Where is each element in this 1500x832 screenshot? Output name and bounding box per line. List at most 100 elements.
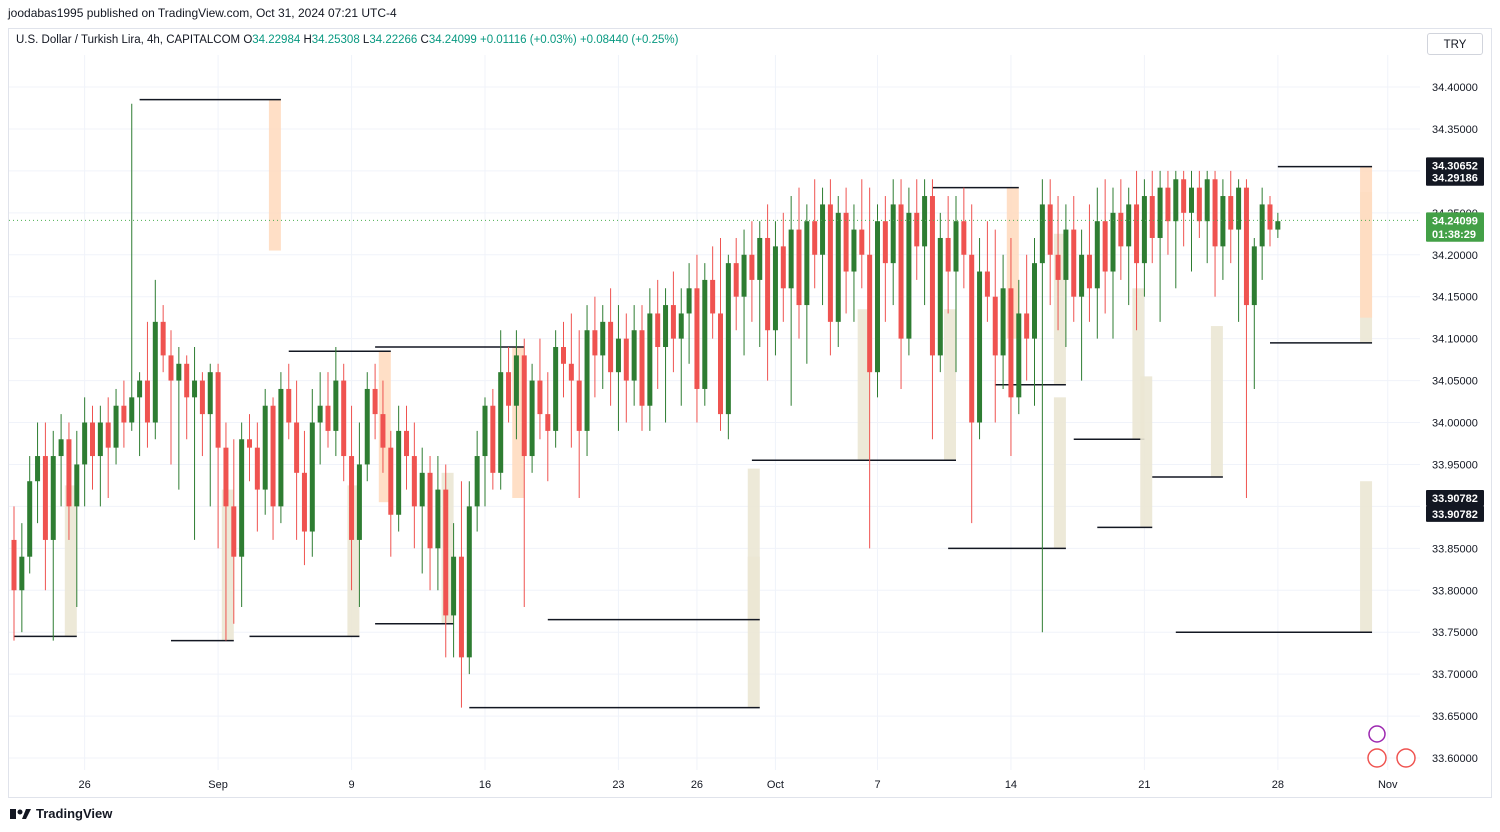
candle-down[interactable] — [458, 556, 464, 658]
candle-down[interactable] — [247, 439, 252, 448]
candle-down[interactable] — [545, 414, 551, 431]
candle-down[interactable] — [969, 254, 975, 423]
candle-down[interactable] — [1024, 313, 1030, 339]
candle-up[interactable] — [1204, 179, 1210, 222]
candle-down[interactable] — [765, 237, 771, 331]
candle-down[interactable] — [733, 263, 739, 297]
candle-down[interactable] — [592, 330, 598, 356]
candle-up[interactable] — [278, 388, 284, 507]
candle-up[interactable] — [1251, 246, 1257, 306]
candle-up[interactable] — [482, 405, 488, 457]
candle-down[interactable] — [1118, 212, 1124, 247]
candle-down[interactable] — [623, 338, 629, 381]
candle-down[interactable] — [670, 305, 676, 339]
candle-up[interactable] — [1259, 204, 1265, 247]
candle-down[interactable] — [42, 456, 48, 540]
candle-up[interactable] — [1079, 254, 1085, 297]
candle-up[interactable] — [58, 439, 64, 457]
candle-down[interactable] — [796, 229, 802, 306]
candle-up[interactable] — [309, 422, 315, 532]
candle-down[interactable] — [294, 422, 300, 473]
candle-down[interactable] — [184, 363, 190, 398]
candle-up[interactable] — [875, 221, 880, 373]
candle-up[interactable] — [356, 464, 362, 540]
candle-down[interactable] — [718, 313, 723, 415]
candle-down[interactable] — [105, 422, 111, 448]
candle-down[interactable] — [1165, 187, 1171, 222]
candle-down[interactable] — [882, 221, 888, 264]
candle-up[interactable] — [584, 330, 590, 431]
candle-up[interactable] — [74, 464, 80, 507]
candle-down[interactable] — [1149, 196, 1155, 238]
candle-up[interactable] — [757, 237, 763, 280]
candle-down[interactable] — [1181, 179, 1187, 213]
candle-down[interactable] — [301, 472, 307, 532]
candle-up[interactable] — [19, 556, 25, 591]
candle-down[interactable] — [1086, 254, 1092, 289]
candle-up[interactable] — [317, 405, 323, 423]
candle-up[interactable] — [113, 405, 119, 448]
candle-down[interactable] — [961, 221, 967, 255]
candle-down[interactable] — [945, 237, 951, 272]
candle-down[interactable] — [349, 456, 355, 540]
candle-down[interactable] — [1055, 254, 1061, 280]
candle-down[interactable] — [286, 388, 292, 423]
candle-up[interactable] — [396, 430, 402, 515]
candle-down[interactable] — [812, 221, 818, 255]
candle-down[interactable] — [1071, 229, 1077, 297]
candle-up[interactable] — [937, 237, 943, 356]
candle-up[interactable] — [364, 388, 370, 465]
candle-up[interactable] — [82, 422, 88, 465]
candle-up[interactable] — [647, 313, 653, 406]
candle-up[interactable] — [1141, 196, 1147, 264]
candle-up[interactable] — [788, 229, 794, 289]
candle-down[interactable] — [1267, 204, 1273, 230]
candle-down[interactable] — [372, 388, 378, 415]
candle-up[interactable] — [953, 221, 959, 272]
candle-up[interactable] — [741, 254, 747, 297]
candle-down[interactable] — [121, 405, 127, 423]
candle-up[interactable] — [1016, 313, 1022, 398]
candle-up[interactable] — [600, 321, 606, 356]
candle-up[interactable] — [176, 363, 182, 381]
candle-down[interactable] — [215, 372, 221, 448]
candle-down[interactable] — [1134, 204, 1140, 264]
candle-down[interactable] — [537, 380, 543, 415]
candle-down[interactable] — [404, 430, 409, 457]
candle-down[interactable] — [325, 405, 331, 431]
candle-down[interactable] — [914, 212, 920, 247]
candle-down[interactable] — [1008, 288, 1014, 398]
candle-up[interactable] — [1094, 221, 1100, 289]
candle-up[interactable] — [239, 439, 245, 557]
candle-down[interactable] — [710, 279, 716, 314]
candle-up[interactable] — [1220, 196, 1226, 247]
candle-up[interactable] — [474, 456, 480, 507]
candle-down[interactable] — [1212, 179, 1218, 247]
candle-down[interactable] — [231, 506, 237, 557]
candle-down[interactable] — [11, 539, 17, 591]
candle-up[interactable] — [678, 313, 684, 339]
candle-down[interactable] — [780, 246, 786, 289]
candle-down[interactable] — [427, 472, 433, 549]
candle-down[interactable] — [1228, 196, 1234, 230]
candle-down[interactable] — [160, 321, 166, 356]
candle-up[interactable] — [419, 472, 425, 507]
candle-up[interactable] — [262, 405, 268, 490]
candle-up[interactable] — [1189, 187, 1194, 213]
candle-down[interactable] — [66, 439, 72, 507]
candle-up[interactable] — [27, 481, 33, 557]
candle-up[interactable] — [1110, 212, 1116, 272]
candle-up[interactable] — [498, 372, 504, 473]
candle-down[interactable] — [929, 196, 935, 356]
candle-up[interactable] — [152, 321, 158, 423]
candle-down[interactable] — [1102, 221, 1108, 272]
candle-up[interactable] — [192, 380, 198, 398]
candle-up[interactable] — [466, 506, 472, 658]
candle-up[interactable] — [1236, 187, 1242, 230]
candle-up[interactable] — [129, 397, 135, 423]
candle-up[interactable] — [686, 288, 692, 314]
candle-down[interactable] — [1243, 187, 1249, 306]
candle-down[interactable] — [843, 212, 849, 272]
candle-down[interactable] — [90, 422, 95, 457]
candle-down[interactable] — [223, 447, 229, 507]
